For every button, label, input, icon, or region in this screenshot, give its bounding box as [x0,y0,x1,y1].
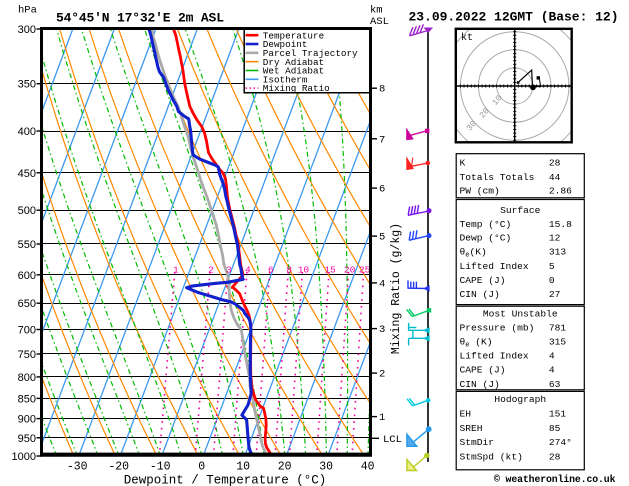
svg-text:25: 25 [359,265,371,276]
svg-text:8: 8 [286,265,292,276]
svg-text:StmDir: StmDir [460,437,495,448]
svg-text:CAPE (J): CAPE (J) [460,275,506,286]
svg-text:Dewp (°C): Dewp (°C) [460,233,512,244]
svg-text:550: 550 [18,239,36,251]
svg-text:Wet Adiabat: Wet Adiabat [263,66,324,77]
svg-text:Hodograph: Hodograph [494,394,546,405]
svg-text:40: 40 [361,461,375,474]
svg-text:5: 5 [379,232,385,244]
svg-text:PW (cm): PW (cm) [460,186,500,197]
svg-text:350: 350 [18,79,36,91]
svg-text:3: 3 [226,265,232,276]
svg-text:Totals Totals: Totals Totals [460,172,535,183]
svg-text:kt: kt [461,32,473,44]
svg-text:km: km [370,5,383,17]
svg-text:Mixing Ratio (g/kg): Mixing Ratio (g/kg) [390,223,403,354]
svg-text:StmSpd (kt): StmSpd (kt) [460,452,523,463]
svg-text:ASL: ASL [370,16,389,28]
svg-text:500: 500 [18,205,36,217]
svg-text:781: 781 [549,322,567,333]
svg-text:274°: 274° [549,437,572,448]
svg-text:20: 20 [477,106,491,120]
svg-text:-10: -10 [150,461,171,474]
svg-text:0: 0 [198,461,205,474]
svg-text:700: 700 [18,325,36,337]
svg-text:Lifted Index: Lifted Index [460,350,529,361]
svg-text:Lifted Index: Lifted Index [460,261,529,272]
svg-text:15.8: 15.8 [549,219,572,230]
svg-text:Parcel Trajectory: Parcel Trajectory [263,48,358,59]
svg-text:CAPE (J): CAPE (J) [460,365,506,376]
svg-text:-30: -30 [67,461,88,474]
svg-text:Mixing Ratio: Mixing Ratio [263,83,330,94]
svg-text:10: 10 [298,265,310,276]
svg-text:20: 20 [278,461,292,474]
svg-text:EH: EH [460,409,472,420]
svg-text:27: 27 [549,289,561,300]
svg-text:650: 650 [18,298,36,310]
svg-text:2.86: 2.86 [549,186,572,197]
svg-text:950: 950 [18,433,36,445]
svg-text:1000: 1000 [12,451,36,463]
svg-text:CIN (J): CIN (J) [460,289,500,300]
svg-text:10: 10 [490,93,504,107]
svg-text:Dewpoint / Temperature (°C): Dewpoint / Temperature (°C) [124,474,327,486]
svg-text:800: 800 [18,372,36,384]
svg-text:4: 4 [245,265,251,276]
svg-text:850: 850 [18,393,36,405]
svg-text:1: 1 [379,412,385,424]
svg-text:LCL: LCL [383,434,402,446]
svg-text:400: 400 [18,126,36,138]
svg-text:28: 28 [549,158,561,169]
svg-text:0: 0 [549,275,555,286]
svg-text:44: 44 [549,172,561,183]
svg-text:SREH: SREH [460,423,483,434]
svg-text:1: 1 [173,265,179,276]
svg-text:© weatheronline.co.uk: © weatheronline.co.uk [494,474,616,485]
svg-text:-20: -20 [108,461,129,474]
svg-text:6: 6 [379,184,385,196]
svg-text:5: 5 [549,261,555,272]
svg-text:CIN (J): CIN (J) [460,379,500,390]
svg-text:600: 600 [18,270,36,282]
svg-text:4: 4 [379,278,385,290]
svg-text:7: 7 [379,134,385,146]
svg-text:4: 4 [549,350,555,361]
svg-text:3: 3 [379,324,385,336]
svg-text:63: 63 [549,379,561,390]
svg-text:85: 85 [549,423,561,434]
svg-text:313: 313 [549,247,567,258]
svg-text:28: 28 [549,452,561,463]
svg-text:Dewpoint: Dewpoint [263,39,308,50]
svg-text:315: 315 [549,337,567,348]
svg-text:Pressure (mb): Pressure (mb) [460,322,535,333]
svg-text:Temperature: Temperature [263,30,324,41]
svg-text:12: 12 [549,233,561,244]
svg-text:750: 750 [18,349,36,361]
svg-text:Most Unstable: Most Unstable [483,309,558,320]
svg-text:K: K [460,158,466,169]
svg-text:15: 15 [324,265,336,276]
svg-text:10: 10 [236,461,250,474]
svg-text:20: 20 [344,265,356,276]
svg-text:6: 6 [268,265,274,276]
svg-text:Surface: Surface [500,205,541,216]
svg-text:Dry Adiabat: Dry Adiabat [263,57,324,68]
svg-text:300: 300 [18,24,36,36]
svg-text:30: 30 [319,461,333,474]
svg-text:Isotherm: Isotherm [263,74,308,85]
svg-text:2: 2 [208,265,214,276]
svg-text:2: 2 [379,369,385,381]
svg-text:900: 900 [18,414,36,426]
svg-text:450: 450 [18,168,36,180]
svg-text:151: 151 [549,409,567,420]
svg-text:8: 8 [379,84,385,96]
svg-text:23.09.2022 12GMT (Base: 12): 23.09.2022 12GMT (Base: 12) [409,10,619,25]
svg-text:hPa: hPa [18,5,37,17]
svg-text:4: 4 [549,365,555,376]
svg-text:54°45'N 17°32'E 2m ASL: 54°45'N 17°32'E 2m ASL [56,11,224,26]
svg-text:Temp (°C): Temp (°C) [460,219,512,230]
